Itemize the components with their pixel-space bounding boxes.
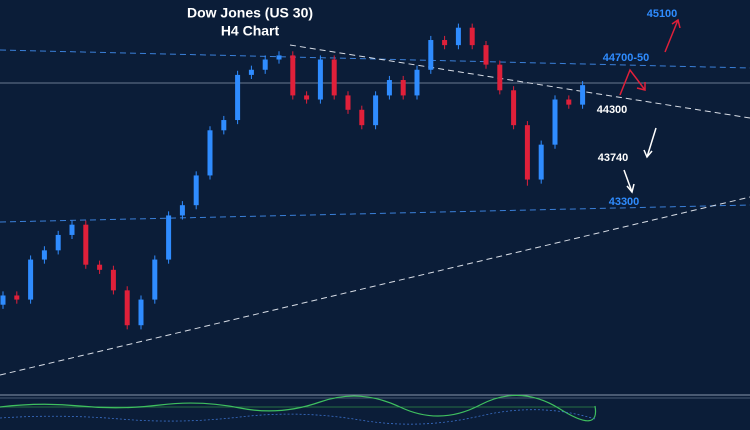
arrows (619, 18, 681, 194)
candle-body (152, 259, 158, 300)
candle-body (83, 224, 89, 265)
annotation: 43300 (609, 196, 640, 208)
candle-body (138, 299, 144, 326)
arrow-head (626, 183, 635, 194)
indicator-line (0, 409, 596, 425)
candle-body (317, 59, 323, 100)
support-line (0, 204, 750, 223)
candle-body (290, 55, 296, 96)
resistance-line (0, 49, 750, 69)
candle-body (248, 69, 254, 75)
arrow-head (643, 149, 653, 159)
candle-body (538, 144, 544, 180)
candle-body (331, 59, 337, 96)
chart-title: Dow Jones (US 30) (187, 5, 313, 21)
candle-body (469, 27, 475, 46)
candle-body (373, 95, 379, 126)
candle-body (124, 290, 130, 326)
annotation: 43740 (598, 152, 629, 164)
candle-body (552, 99, 558, 145)
trend-line (0, 196, 750, 376)
candle-body (207, 130, 213, 176)
arrow (646, 127, 657, 158)
candle-body (0, 295, 6, 305)
candle-body (304, 95, 310, 100)
candle-body (221, 120, 227, 131)
candle-body (497, 64, 503, 91)
candle-body (193, 175, 199, 206)
candle-body (428, 40, 434, 70)
candle-body (511, 90, 517, 126)
candle-body (28, 259, 34, 300)
candle-body (41, 250, 47, 260)
candle-body (400, 80, 406, 96)
arrow (664, 19, 679, 53)
candle-body (69, 224, 75, 235)
candle-body (524, 125, 530, 180)
candle-body (55, 234, 61, 251)
chart-subtitle: H4 Chart (221, 23, 280, 39)
candle-body (235, 74, 241, 121)
candle-body (442, 40, 448, 46)
annotation: 44300 (597, 104, 628, 116)
candle-body (359, 109, 365, 126)
arrow (623, 169, 633, 193)
candle-body (97, 264, 103, 270)
annotation: 45100 (647, 8, 678, 20)
candle-body (276, 55, 282, 60)
candle-body (566, 99, 572, 105)
candle-body (345, 95, 351, 110)
candle-body (110, 269, 116, 291)
arrow-head (671, 18, 681, 29)
candle-body (179, 205, 185, 216)
candle-body (262, 59, 268, 70)
candle-body (414, 69, 420, 96)
arrow-head (636, 82, 646, 91)
indicator-line (0, 394, 597, 422)
candle-body (386, 80, 392, 96)
arrow (619, 68, 646, 96)
trend-line (289, 44, 750, 119)
annotation: 44700-50 (603, 52, 650, 64)
candle-body (166, 215, 172, 260)
candle-body (580, 85, 586, 105)
candle-body (483, 45, 489, 65)
candle-body (14, 295, 20, 300)
candle-body (455, 27, 461, 46)
